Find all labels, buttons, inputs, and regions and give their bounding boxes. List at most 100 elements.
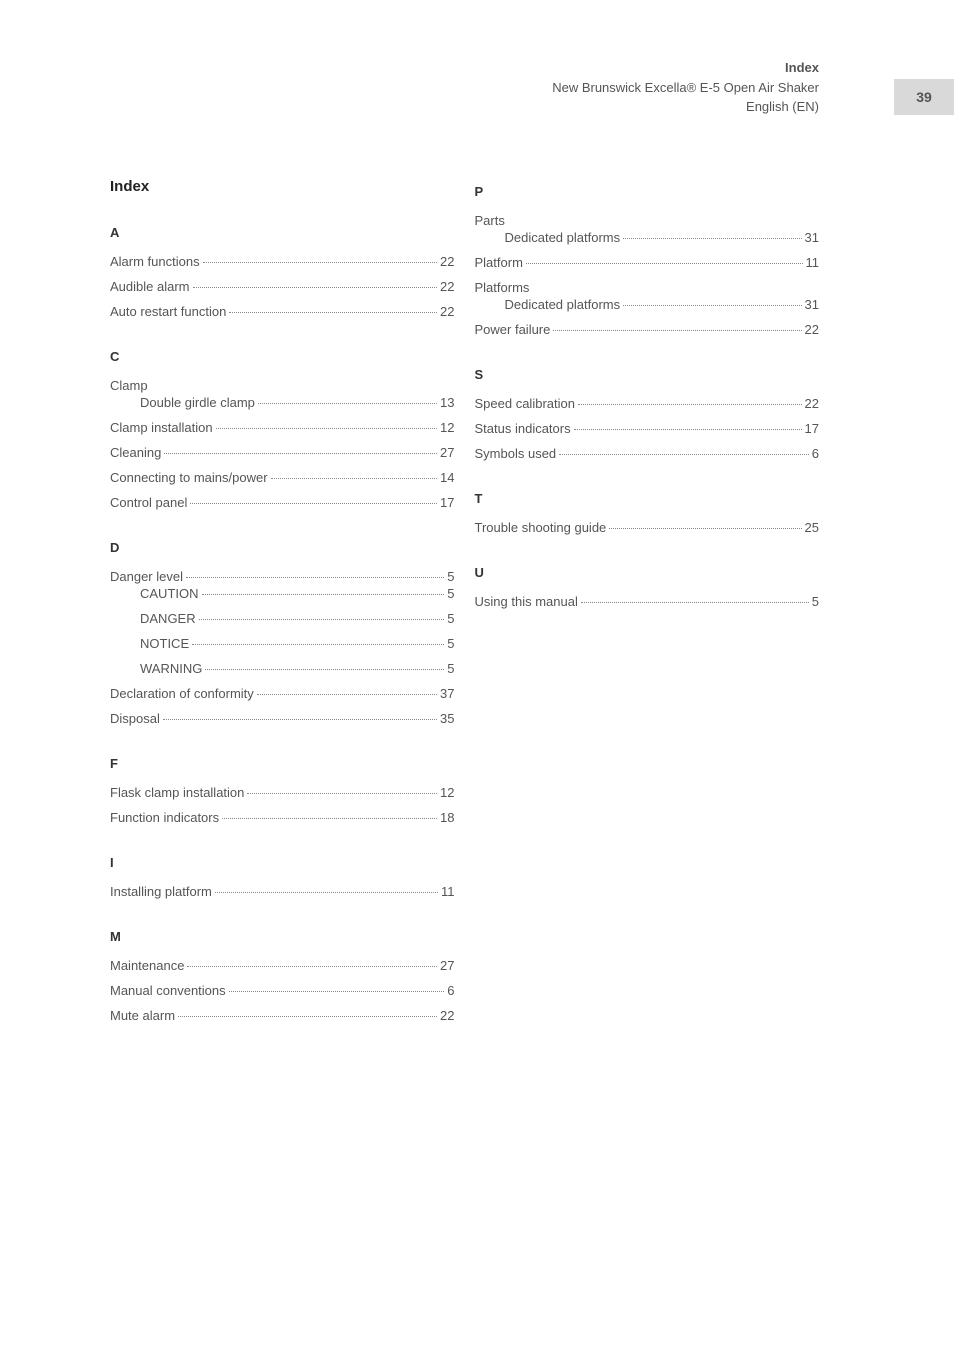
- dot-leader: [526, 263, 803, 264]
- index-entry-label: Speed calibration: [475, 396, 575, 411]
- index-entry-label: Mute alarm: [110, 1008, 175, 1023]
- index-subentry: CAUTION5: [110, 586, 455, 601]
- dot-leader: [205, 669, 444, 670]
- index-letter-heading: S: [475, 367, 820, 382]
- index-entry-label: Maintenance: [110, 958, 184, 973]
- index-entry-page: 18: [440, 810, 454, 825]
- document-header: Index New Brunswick Excella® E-5 Open Ai…: [552, 58, 819, 117]
- index-letter-heading: P: [475, 184, 820, 199]
- index-entry-page: 27: [440, 958, 454, 973]
- index-entry-page: 11: [806, 255, 820, 270]
- index-entry-label: Flask clamp installation: [110, 785, 244, 800]
- index-entry-label: Trouble shooting guide: [475, 520, 607, 535]
- index-letter-heading: F: [110, 756, 455, 771]
- index-entry: Clamp: [110, 378, 455, 393]
- dot-leader: [202, 594, 445, 595]
- index-entry-page: 5: [812, 594, 819, 609]
- index-entry-page: 14: [440, 470, 454, 485]
- dot-leader: [186, 577, 444, 578]
- index-entry-page: 22: [805, 396, 819, 411]
- page-number-tab: 39: [894, 79, 954, 115]
- index-entry-page: 5: [447, 569, 454, 584]
- index-entry-label: Control panel: [110, 495, 187, 510]
- index-entry-label: Parts: [475, 213, 505, 228]
- index-entry: Installing platform11: [110, 884, 455, 899]
- index-entry-page: 17: [805, 421, 819, 436]
- index-entry: Parts: [475, 213, 820, 228]
- dot-leader: [609, 528, 801, 529]
- index-entry-label: Platforms: [475, 280, 530, 295]
- index-letter-heading: C: [110, 349, 455, 364]
- index-entry-page: 31: [805, 297, 819, 312]
- dot-leader: [215, 892, 438, 893]
- index-entry-page: 31: [805, 230, 819, 245]
- index-subentry: WARNING 5: [110, 661, 455, 676]
- dot-leader: [187, 966, 437, 967]
- dot-leader: [623, 305, 801, 306]
- index-entry-page: 6: [447, 983, 454, 998]
- header-language: English (EN): [552, 97, 819, 117]
- index-entry-label: NOTICE: [140, 636, 189, 651]
- dot-leader: [222, 818, 437, 819]
- index-entry-label: Clamp installation: [110, 420, 213, 435]
- index-entry-label: DANGER: [140, 611, 196, 626]
- dot-leader: [229, 312, 437, 313]
- index-entry-page: 27: [440, 445, 454, 460]
- index-entry: Control panel17: [110, 495, 455, 510]
- index-column-left: Index AAlarm functions22Audible alarm22A…: [110, 178, 455, 1033]
- index-entry-page: 22: [440, 279, 454, 294]
- index-title: Index: [110, 178, 455, 195]
- index-entry-page: 37: [440, 686, 454, 701]
- index-entry: Clamp installation 12: [110, 420, 455, 435]
- index-entry-page: 13: [440, 395, 454, 410]
- index-entry: Platforms: [475, 280, 820, 295]
- index-entry-label: Cleaning: [110, 445, 161, 460]
- dot-leader: [559, 454, 809, 455]
- index-entry: Function indicators 18: [110, 810, 455, 825]
- index-entry: Trouble shooting guide25: [475, 520, 820, 535]
- dot-leader: [164, 453, 437, 454]
- index-entry: Connecting to mains/power14: [110, 470, 455, 485]
- index-entry-page: 12: [440, 420, 454, 435]
- dot-leader: [258, 403, 437, 404]
- index-entry-page: 5: [447, 611, 454, 626]
- index-letter-heading: M: [110, 929, 455, 944]
- index-entry-page: 11: [441, 884, 455, 899]
- index-entry-label: Alarm functions: [110, 254, 200, 269]
- index-letter-heading: U: [475, 565, 820, 580]
- index-entry-label: Disposal: [110, 711, 160, 726]
- dot-leader: [247, 793, 437, 794]
- index-entry: Platform11: [475, 255, 820, 270]
- index-entry-page: 22: [805, 322, 819, 337]
- index-entry-label: Declaration of conformity: [110, 686, 254, 701]
- index-entry-label: Function indicators: [110, 810, 219, 825]
- dot-leader: [203, 262, 437, 263]
- index-entry-page: 5: [447, 661, 454, 676]
- index-subentry: Dedicated platforms 31: [475, 230, 820, 245]
- dot-leader: [190, 503, 437, 504]
- index-entry-label: Danger level: [110, 569, 183, 584]
- index-entry: Power failure22: [475, 322, 820, 337]
- index-subentry: DANGER 5: [110, 611, 455, 626]
- index-entry-label: Symbols used: [475, 446, 557, 461]
- dot-leader: [574, 429, 802, 430]
- index-entry-label: Audible alarm: [110, 279, 190, 294]
- index-entry-label: Status indicators: [475, 421, 571, 436]
- index-entry: Manual conventions6: [110, 983, 455, 998]
- index-subentry: Double girdle clamp13: [110, 395, 455, 410]
- index-entry-label: CAUTION: [140, 586, 199, 601]
- index-entry-page: 35: [440, 711, 454, 726]
- dot-leader: [257, 694, 437, 695]
- header-subtitle: New Brunswick Excella® E-5 Open Air Shak…: [552, 78, 819, 98]
- index-column-right: P PartsDedicated platforms 31 Platform11 Pla…: [475, 178, 820, 1033]
- index-entry-label: WARNING: [140, 661, 202, 676]
- index-sections-left: AAlarm functions22Audible alarm22Auto re…: [110, 225, 455, 1023]
- index-letter-heading: A: [110, 225, 455, 240]
- index-entry-label: Clamp: [110, 378, 148, 393]
- index-entry-label: Dedicated platforms: [505, 230, 621, 245]
- index-letter-heading: T: [475, 491, 820, 506]
- index-entry: Disposal 35: [110, 711, 455, 726]
- header-title: Index: [552, 58, 819, 78]
- index-entry: Symbols used6: [475, 446, 820, 461]
- index-letter-heading: D: [110, 540, 455, 555]
